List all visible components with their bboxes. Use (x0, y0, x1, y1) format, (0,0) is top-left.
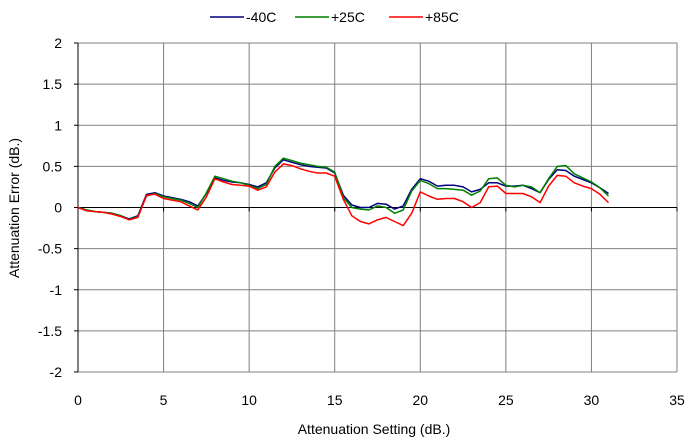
legend-label: +85C (425, 9, 459, 25)
legend-label: +25C (331, 9, 365, 25)
series-line-25c (77, 157, 610, 221)
x-tick-label: 5 (160, 392, 168, 408)
x-axis-label: Attenuation Setting (dB.) (298, 421, 451, 437)
y-axis-label: Attenuation Error (dB.) (6, 138, 22, 278)
y-tick-label: 0.5 (43, 158, 63, 174)
series-lines (77, 157, 610, 227)
y-tick-label: -2 (50, 364, 63, 380)
y-tick-label: -1.5 (38, 323, 62, 339)
y-tick-label: -0.5 (38, 241, 62, 257)
y-tick-label: -1 (50, 282, 63, 298)
x-tick-label: 30 (584, 392, 600, 408)
y-tick-label: 1 (54, 117, 62, 133)
y-tick-label: 2 (54, 35, 62, 51)
x-tick-label: 15 (327, 392, 343, 408)
y-tick-label: 0 (54, 200, 62, 216)
y-tick-label: 1.5 (43, 76, 63, 92)
legend: -40C +25C +85C (210, 9, 459, 25)
series-line-40c (77, 159, 609, 220)
x-tick-label: 10 (241, 392, 257, 408)
grid-lines (74, 42, 678, 373)
legend-label: -40C (246, 9, 276, 25)
x-tick-label: 0 (74, 392, 82, 408)
series-line-85c (77, 163, 610, 227)
x-tick-label: 20 (412, 392, 428, 408)
x-tick-label: 25 (498, 392, 514, 408)
x-tick-label: 35 (669, 392, 685, 408)
tick-labels: 0 5 10 15 20 25 30 35 2 1.5 1 0.5 0 -0.5 -1 -1.5 -2 (38, 35, 685, 408)
